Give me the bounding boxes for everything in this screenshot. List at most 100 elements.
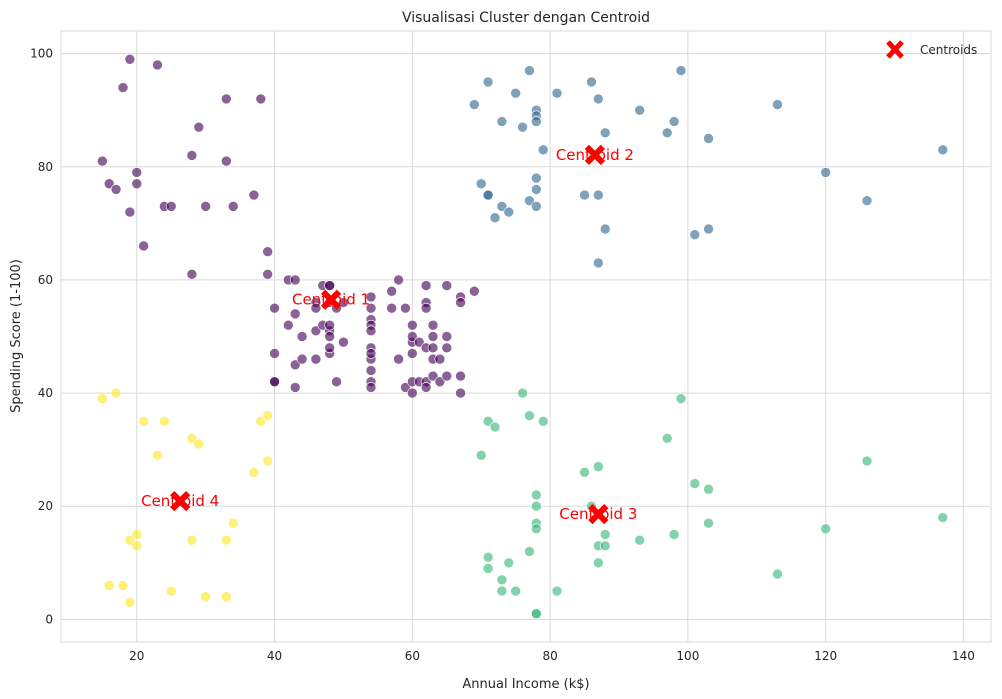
cluster-2-point xyxy=(772,568,783,580)
cluster-0-point xyxy=(324,280,335,291)
centroid-label: Centroid 1 xyxy=(292,291,370,309)
cluster-1-point xyxy=(772,99,783,110)
cluster-1-point xyxy=(861,195,873,207)
cluster-0-point xyxy=(441,342,453,354)
cluster-0-point xyxy=(427,342,439,354)
y-tick-label: 80 xyxy=(38,160,53,174)
cluster-0-point xyxy=(365,365,377,376)
y-tick-label: 0 xyxy=(45,612,53,626)
x-tick-label: 80 xyxy=(542,649,557,663)
cluster-0-point xyxy=(248,189,260,201)
cluster-0-point xyxy=(420,382,432,393)
centroid-label: Centroid 2 xyxy=(556,146,634,164)
cluster-2-point xyxy=(599,529,611,540)
cluster-2-point xyxy=(531,500,542,512)
centroid-label: Centroid 4 xyxy=(141,492,219,510)
legend-label-centroids: Centroids xyxy=(920,43,977,57)
cluster-2-point xyxy=(599,540,611,552)
cluster-0-point xyxy=(262,246,273,257)
cluster-0-point xyxy=(338,336,349,348)
cluster-1-point xyxy=(668,116,680,127)
cluster-1-point xyxy=(510,87,521,99)
cluster-2-point xyxy=(634,534,645,546)
cluster-2-point xyxy=(675,393,687,405)
cluster-2-point xyxy=(593,557,604,569)
cluster-1-point xyxy=(579,189,590,201)
cluster-0-point xyxy=(407,348,418,359)
cluster-1-point xyxy=(586,76,597,88)
cluster-3-point xyxy=(110,387,122,399)
cluster-1-point xyxy=(593,93,604,105)
cluster-0-point xyxy=(131,178,143,190)
x-tick-label: 100 xyxy=(676,649,699,663)
cluster-1-point xyxy=(503,206,515,218)
centroid-markers: Centroid 1 Centroid 2 Centroid 3 Centroid 4 xyxy=(141,144,637,525)
cluster-0-point xyxy=(407,387,418,399)
cluster-0-point xyxy=(193,121,205,133)
cluster-1-point xyxy=(599,127,611,139)
x-tick-label: 20 xyxy=(129,649,144,663)
plot-area xyxy=(61,31,991,642)
cluster-0-point xyxy=(283,319,294,331)
cluster-0-point xyxy=(338,297,349,308)
cluster-0-point xyxy=(289,274,301,286)
cluster-0-point xyxy=(255,93,267,105)
y-axis-label: Spending Score (1-100) xyxy=(9,259,24,413)
cluster-1-point xyxy=(531,172,542,184)
cluster-0-point xyxy=(289,382,301,393)
cluster-2-point xyxy=(531,489,542,501)
cluster-0-point xyxy=(469,285,480,297)
cluster-2-point xyxy=(593,461,604,472)
cluster-3-point xyxy=(103,580,115,591)
cluster-1-point xyxy=(689,229,701,240)
cluster-0-point xyxy=(441,280,453,291)
cluster-0-point xyxy=(152,59,163,71)
cluster-2-point xyxy=(703,483,714,495)
cluster-0-point xyxy=(365,382,377,393)
cluster-3-point xyxy=(262,455,273,467)
cluster-3-point xyxy=(152,450,163,461)
cluster-2-point xyxy=(482,551,494,563)
cluster-2-point xyxy=(475,450,487,461)
cluster-3-point xyxy=(262,410,273,422)
cluster-0-point xyxy=(221,155,232,167)
legend: Centroids xyxy=(886,40,977,59)
cluster-0-point xyxy=(427,331,439,342)
cluster-0-point xyxy=(324,342,335,354)
cluster-1-point xyxy=(537,144,549,156)
cluster-3-point xyxy=(131,529,143,540)
cluster-0-point xyxy=(400,302,411,314)
cluster-2-point xyxy=(551,585,563,597)
x-tick-label: 60 xyxy=(405,649,420,663)
cluster-0-point xyxy=(365,302,377,314)
y-tick-label: 40 xyxy=(38,386,53,400)
cluster-1-point xyxy=(820,167,831,178)
cluster-2-point xyxy=(531,608,542,620)
chart-title: Visualisasi Cluster dengan Centroid xyxy=(402,10,650,26)
cluster-0-point xyxy=(441,331,453,342)
cluster-0-point xyxy=(386,285,397,297)
cluster-0-point xyxy=(434,376,446,388)
cluster-0-point xyxy=(365,291,377,303)
cluster-2-point xyxy=(503,557,515,569)
data-points xyxy=(97,53,949,620)
cluster-1-point xyxy=(531,184,542,195)
legend-centroid-marker xyxy=(886,40,904,59)
cluster-2-point xyxy=(524,410,535,422)
cluster-1-point xyxy=(703,133,714,144)
x-axis-label: Annual Income (k$) xyxy=(462,677,589,692)
grid-lines xyxy=(60,30,992,643)
cluster-1-point xyxy=(531,201,542,212)
cluster-0-point xyxy=(455,370,466,382)
cluster-2-point xyxy=(496,585,508,597)
cluster-1-point xyxy=(599,223,611,235)
centroid-marker xyxy=(170,491,191,512)
cluster-1-point xyxy=(675,65,687,76)
cluster-3-point xyxy=(193,438,205,450)
cluster-3-point xyxy=(131,540,143,552)
cluster-0-point xyxy=(393,274,404,286)
cluster-0-point xyxy=(269,376,280,388)
cluster-0-point xyxy=(221,93,232,105)
x-tick-label: 140 xyxy=(952,649,975,663)
cluster-0-point xyxy=(227,201,239,212)
